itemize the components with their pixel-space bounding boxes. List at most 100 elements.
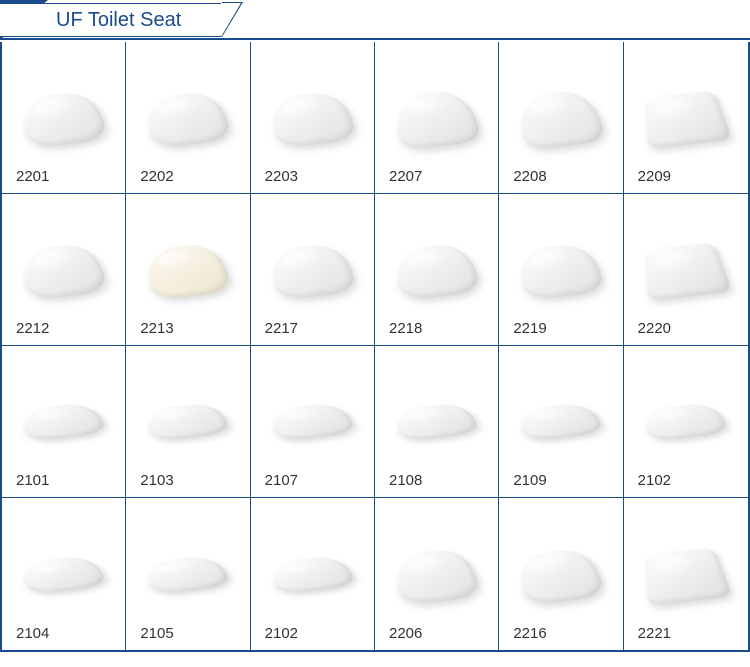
toilet-seat-icon	[648, 91, 733, 149]
product-cell: 2105	[126, 498, 250, 650]
product-image	[19, 225, 109, 310]
product-image	[641, 377, 731, 462]
product-cell: 2221	[624, 498, 748, 650]
product-cell: 2107	[251, 346, 375, 498]
product-cell: 2220	[624, 194, 748, 346]
toilet-seat-icon	[26, 243, 111, 301]
product-image	[392, 225, 482, 310]
toilet-seat-icon	[274, 91, 359, 149]
product-sku-label: 2221	[638, 625, 671, 642]
product-image	[267, 73, 357, 158]
product-cell: 2102	[251, 498, 375, 650]
product-image	[516, 73, 606, 158]
product-cell: 2201	[2, 42, 126, 194]
toilet-seat-icon	[523, 403, 607, 442]
product-sku-label: 2213	[140, 320, 173, 337]
product-sku-label: 2219	[513, 320, 546, 337]
product-sku-label: 2107	[265, 472, 298, 489]
product-grid: 2201 2202 2203 2207 2208 2209 2212 2213 2217 2218…	[2, 42, 748, 650]
toilet-seat-icon	[150, 243, 235, 301]
toilet-seat-icon	[274, 243, 359, 301]
product-sku-label: 2101	[16, 472, 49, 489]
product-image	[516, 377, 606, 462]
product-image	[143, 73, 233, 158]
product-sku-label: 2218	[389, 320, 422, 337]
product-image	[641, 225, 731, 310]
product-image	[267, 377, 357, 462]
product-grid-container: 2201 2202 2203 2207 2208 2209 2212 2213 2217 2218…	[0, 42, 750, 652]
toilet-seat-icon	[647, 403, 731, 442]
product-sku-label: 2202	[140, 168, 173, 185]
product-image	[267, 530, 357, 615]
toilet-seat-icon	[398, 403, 482, 442]
header-title: UF Toilet Seat	[56, 9, 181, 32]
product-sku-label: 2109	[513, 472, 546, 489]
product-image	[641, 530, 731, 615]
product-cell: 2216	[499, 498, 623, 650]
product-cell: 2208	[499, 42, 623, 194]
product-cell: 2203	[251, 42, 375, 194]
product-sku-label: 2209	[638, 168, 671, 185]
product-sku-label: 2103	[140, 472, 173, 489]
toilet-seat-icon	[648, 243, 733, 301]
product-image	[143, 530, 233, 615]
toilet-seat-icon	[648, 548, 733, 606]
product-sku-label: 2201	[16, 168, 49, 185]
product-cell: 2212	[2, 194, 126, 346]
toilet-seat-icon	[150, 91, 235, 149]
toilet-seat-icon	[150, 556, 234, 595]
product-image	[143, 377, 233, 462]
product-image	[19, 377, 109, 462]
product-image	[516, 530, 606, 615]
header: UF Toilet Seat	[0, 0, 750, 40]
toilet-seat-icon	[523, 548, 608, 606]
product-sku-label: 2108	[389, 472, 422, 489]
toilet-seat-icon	[274, 556, 358, 595]
product-sku-label: 2102	[638, 472, 671, 489]
product-cell: 2218	[375, 194, 499, 346]
product-image	[392, 530, 482, 615]
product-sku-label: 2208	[513, 168, 546, 185]
product-sku-label: 2212	[16, 320, 49, 337]
product-cell: 2103	[126, 346, 250, 498]
product-cell: 2209	[624, 42, 748, 194]
product-cell: 2206	[375, 498, 499, 650]
product-sku-label: 2217	[265, 320, 298, 337]
product-sku-label: 2206	[389, 625, 422, 642]
product-sku-label: 2207	[389, 168, 422, 185]
product-image	[392, 73, 482, 158]
product-sku-label: 2203	[265, 168, 298, 185]
product-cell: 2207	[375, 42, 499, 194]
header-title-bar: UF Toilet Seat	[0, 3, 222, 37]
product-sku-label: 2220	[638, 320, 671, 337]
product-image	[19, 73, 109, 158]
product-cell: 2213	[126, 194, 250, 346]
product-sku-label: 2102	[265, 625, 298, 642]
product-cell: 2101	[2, 346, 126, 498]
toilet-seat-icon	[274, 403, 358, 442]
toilet-seat-icon	[399, 548, 484, 606]
product-image	[143, 225, 233, 310]
product-cell: 2219	[499, 194, 623, 346]
product-sku-label: 2104	[16, 625, 49, 642]
product-cell: 2102	[624, 346, 748, 498]
product-cell: 2108	[375, 346, 499, 498]
product-cell: 2109	[499, 346, 623, 498]
product-image	[392, 377, 482, 462]
toilet-seat-icon	[523, 89, 609, 150]
toilet-seat-icon	[399, 89, 485, 150]
product-cell: 2202	[126, 42, 250, 194]
product-image	[267, 225, 357, 310]
product-image	[516, 225, 606, 310]
toilet-seat-icon	[25, 556, 109, 595]
product-sku-label: 2216	[513, 625, 546, 642]
toilet-seat-icon	[25, 403, 109, 442]
toilet-seat-icon	[399, 243, 484, 301]
product-cell: 2217	[251, 194, 375, 346]
product-image	[19, 530, 109, 615]
product-image	[641, 73, 731, 158]
product-sku-label: 2105	[140, 625, 173, 642]
toilet-seat-icon	[26, 91, 111, 149]
toilet-seat-icon	[150, 403, 234, 442]
product-cell: 2104	[2, 498, 126, 650]
